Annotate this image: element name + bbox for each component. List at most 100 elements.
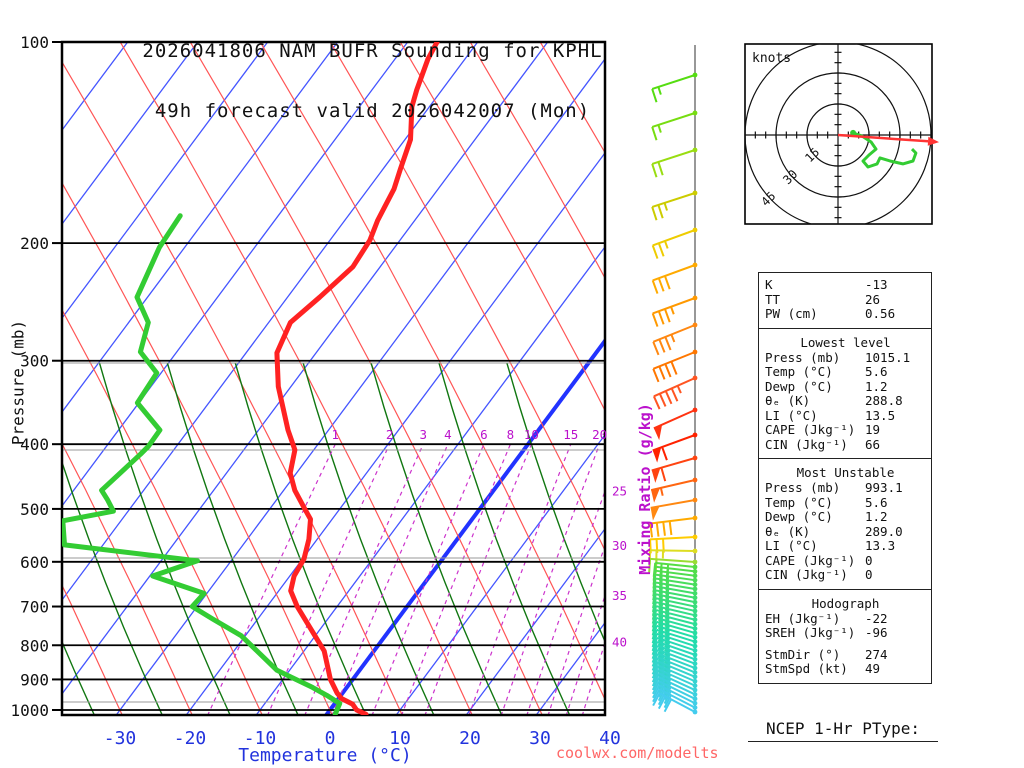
temperature-tick-label: -10 <box>244 728 277 749</box>
index-label: Temp (°C) <box>765 494 833 510</box>
wind-barb-column <box>648 45 698 715</box>
mixing-ratio-label: 20 <box>592 427 607 442</box>
index-value: 13.3 <box>865 538 896 553</box>
index-label: Dewp (°C) <box>765 378 833 394</box>
isotherm-line <box>255 245 605 715</box>
moist-adiabat-line <box>234 362 367 715</box>
wind-barb <box>649 515 698 538</box>
mixing-ratio-label: 30 <box>612 538 627 553</box>
indices-section: Most Unstable Press (mb) 993.1 Temp (°C) 5.6… <box>759 458 931 589</box>
index-label: TT <box>765 291 781 307</box>
moist-adiabat-line <box>62 640 95 715</box>
temperature-tick-label: 0 <box>325 728 336 749</box>
temperature-tick-label: 10 <box>389 728 411 749</box>
moist-adiabat-line <box>438 362 571 715</box>
index-value: 993.1 <box>865 480 903 495</box>
index-row: TT 26 <box>765 291 926 308</box>
mixing-ratio-line <box>526 489 605 715</box>
index-row: CIN (Jkg⁻¹) 0 <box>765 567 926 583</box>
mixing-ratio-line <box>565 593 605 715</box>
index-row: Temp (°C) 5.6 <box>765 364 926 380</box>
title-line1: 2026041806 NAM BUFR Sounding for KPHL <box>142 40 603 62</box>
index-label: StmSpd (kt) <box>765 661 848 676</box>
index-value: 66 <box>865 436 881 452</box>
pressure-tick-label: 100 <box>20 33 49 52</box>
wind-barb <box>652 432 698 463</box>
storm-motion-arrow <box>837 133 929 143</box>
pressure-tick-label: 200 <box>20 234 49 253</box>
mixing-ratio-line <box>547 544 605 715</box>
isotherm-line <box>465 527 605 715</box>
pressure-tick-label: 1000 <box>10 701 49 720</box>
isotherm-line <box>62 42 409 508</box>
wind-barb <box>652 349 698 383</box>
index-row: SREH (Jkg⁻¹) -96 <box>765 625 926 641</box>
indices-section: K -13 TT 26 PW (cm) 0.56 <box>759 273 931 328</box>
index-label: EH (Jkg⁻¹) <box>765 610 841 626</box>
ptype-heading: NCEP 1-Hr PType: <box>748 719 938 742</box>
isotherm-line <box>62 42 549 695</box>
pressure-tick-label: 400 <box>20 435 49 454</box>
index-label: CAPE (Jkg⁻¹) <box>765 422 856 437</box>
wind-barb <box>651 262 698 294</box>
pressure-tick-label: 300 <box>20 352 49 371</box>
wind-barb <box>650 477 698 503</box>
mixing-ratio-label: 25 <box>612 483 627 498</box>
index-row: K -13 <box>765 277 926 293</box>
watermark-link[interactable]: coolwx.com/modelts <box>556 744 719 762</box>
dry-adiabat-line <box>329 42 605 552</box>
mixing-ratio-label: 40 <box>612 635 627 650</box>
pressure-tick-label: 600 <box>20 553 49 572</box>
index-value: -22 <box>865 610 888 626</box>
wind-barb <box>652 692 698 715</box>
dry-adiabat-line <box>189 42 543 715</box>
index-label: StmDir (°) <box>765 646 841 662</box>
section-header: Hodograph <box>811 595 880 611</box>
dry-adiabat-line <box>62 60 403 715</box>
mixing-ratio-axis-label: Mixing Ratio (g/kg) <box>636 403 654 575</box>
index-row: EH (Jkg⁻¹) -22 <box>765 610 926 627</box>
index-row: θₑ (K) 289.0 <box>765 524 926 540</box>
isotherm-line <box>62 42 479 602</box>
hodograph-units-label: knots <box>752 51 791 66</box>
index-value: 5.6 <box>865 494 888 510</box>
dry-adiabat-line <box>62 583 123 715</box>
index-value: 288.8 <box>865 393 903 408</box>
hodograph-trace <box>852 131 918 169</box>
isotherm-line <box>62 42 269 320</box>
wind-barb <box>651 190 698 221</box>
moist-adiabat-line <box>370 362 503 715</box>
isotherm-line <box>62 42 339 414</box>
index-value: 0 <box>865 567 873 582</box>
pressure-tick-label: 700 <box>20 598 49 617</box>
wind-barb <box>649 534 698 554</box>
index-row: Dewp (°C) 1.2 <box>765 509 926 525</box>
moist-adiabat-line <box>302 362 435 715</box>
wind-barb <box>653 407 698 441</box>
pressure-tick-label: 800 <box>20 636 49 655</box>
wind-barb <box>651 227 698 259</box>
chart-title: 2026041806 NAM BUFR Sounding for KPHL 49… <box>0 1 745 161</box>
moist-adiabat-line <box>98 362 231 715</box>
index-value: 5.6 <box>865 364 888 379</box>
index-value: 274 <box>865 646 888 662</box>
index-value: 0 <box>865 552 873 568</box>
isotherm-line <box>395 433 605 715</box>
wind-barb <box>652 375 698 410</box>
isotherm-line <box>115 57 605 715</box>
mixing-ratio-label: 4 <box>444 427 452 442</box>
index-row: CAPE (Jkg⁻¹) 19 <box>765 422 926 438</box>
wind-barb <box>651 295 698 327</box>
dry-adiabat-line <box>62 181 333 715</box>
hodograph-trace-start <box>850 129 857 136</box>
index-label: CIN (Jkg⁻¹) <box>765 567 848 582</box>
index-value: 1.2 <box>865 509 888 524</box>
dry-adiabat-line <box>259 42 605 701</box>
title-line2: 49h forecast valid 2026042007 (Mon) <box>154 100 591 122</box>
sounding-traces <box>62 42 440 715</box>
index-value: 0.56 <box>865 306 896 321</box>
mixing-ratio-line <box>581 640 605 715</box>
index-row: StmSpd (kt) 49 <box>765 661 926 677</box>
